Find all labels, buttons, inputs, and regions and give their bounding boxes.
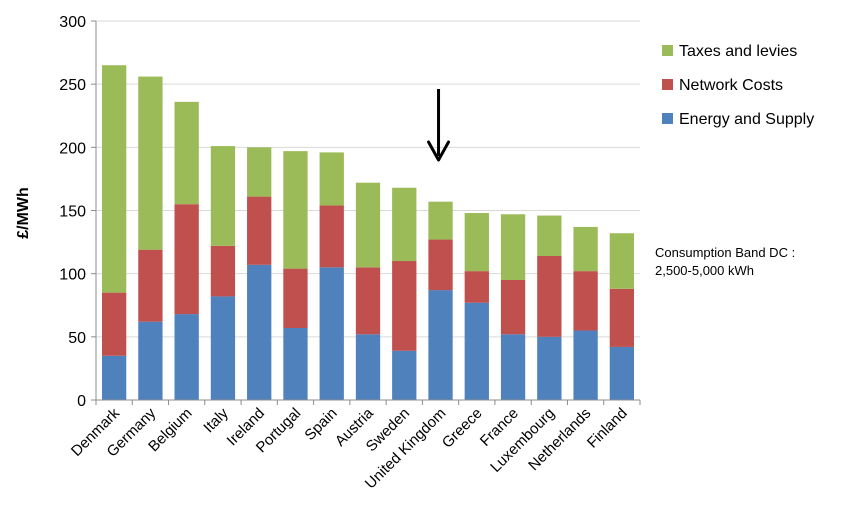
- bar-network-costs-italy: [210, 245, 236, 297]
- y-axis-ticks: 0 50 100 150 200 250 300: [59, 14, 96, 410]
- bar-network-costs-austria: [355, 267, 381, 335]
- bar-network-costs-greece: [464, 271, 489, 303]
- bar-network-costs-belgium: [174, 204, 199, 315]
- legend-label: Energy and Supply: [679, 111, 814, 128]
- bar-energy-and-supply-austria: [355, 334, 381, 400]
- legend-swatch: [662, 79, 673, 90]
- bar-taxes-and-levies-sweden: [392, 187, 417, 262]
- bar-taxes-and-levies-spain: [319, 152, 344, 206]
- bar-taxes-and-levies-germany: [138, 76, 163, 250]
- bar-energy-and-supply-ireland: [247, 264, 272, 400]
- bar-taxes-and-levies-italy: [210, 146, 236, 246]
- bar-taxes-and-levies-belgium: [174, 101, 199, 205]
- bar-energy-and-supply-spain: [319, 267, 344, 400]
- bar-energy-and-supply-united-kingdom: [428, 290, 453, 400]
- y-axis-label: £/MWh: [15, 187, 32, 239]
- bar-energy-and-supply-sweden: [392, 350, 417, 400]
- y-tick-label: 200: [59, 140, 86, 157]
- axes: [95, 21, 640, 401]
- y-tick-label: 300: [59, 14, 86, 31]
- bar-network-costs-united-kingdom: [428, 239, 453, 291]
- bar-network-costs-sweden: [392, 261, 417, 351]
- bar-network-costs-ireland: [247, 196, 272, 265]
- consumption-band-line2: 2,500-5,000 kWh: [655, 263, 754, 278]
- bar-network-costs-finland: [609, 288, 635, 347]
- legend-label: Taxes and levies: [679, 43, 797, 60]
- bar-energy-and-supply-belgium: [174, 314, 199, 400]
- bar-energy-and-supply-greece: [464, 302, 489, 400]
- bar-network-costs-denmark: [101, 292, 127, 356]
- y-tick-label: 150: [59, 204, 86, 221]
- bar-taxes-and-levies-finland: [609, 233, 635, 289]
- bar-energy-and-supply-portugal: [283, 327, 308, 400]
- y-tick-label: 0: [77, 393, 86, 410]
- bar-taxes-and-levies-denmark: [101, 65, 127, 293]
- legend-swatch: [662, 113, 673, 124]
- bar-network-costs-portugal: [283, 268, 308, 328]
- bar-network-costs-netherlands: [573, 271, 598, 331]
- bar-energy-and-supply-germany: [138, 321, 163, 400]
- x-tick-label: Greece: [439, 405, 486, 452]
- bar-taxes-and-levies-luxembourg: [537, 215, 562, 256]
- bars: [101, 65, 635, 400]
- bar-network-costs-france: [500, 279, 526, 335]
- bar-taxes-and-levies-ireland: [247, 147, 272, 197]
- bar-taxes-and-levies-portugal: [283, 151, 308, 269]
- bar-network-costs-luxembourg: [537, 255, 562, 337]
- bar-taxes-and-levies-netherlands: [573, 226, 598, 272]
- bar-taxes-and-levies-greece: [464, 213, 489, 272]
- y-tick-label: 50: [68, 330, 86, 347]
- bar-energy-and-supply-denmark: [101, 355, 127, 400]
- legend: Taxes and levies Network Costs Energy and …: [662, 43, 814, 128]
- legend-label: Network Costs: [679, 77, 783, 94]
- bar-network-costs-germany: [138, 249, 163, 322]
- bar-energy-and-supply-france: [500, 334, 526, 400]
- bar-energy-and-supply-netherlands: [573, 330, 598, 400]
- x-tick-label: Finland: [584, 405, 631, 452]
- arrow-head: [427, 140, 451, 162]
- bar-taxes-and-levies-austria: [355, 182, 381, 268]
- bar-energy-and-supply-finland: [609, 346, 635, 400]
- bar-energy-and-supply-italy: [210, 296, 236, 400]
- legend-swatch: [662, 45, 673, 56]
- annotation: Consumption Band DC : 2,500-5,000 kWh: [427, 89, 795, 278]
- bar-network-costs-spain: [319, 205, 344, 268]
- y-tick-label: 100: [59, 267, 86, 284]
- bar-energy-and-supply-luxembourg: [537, 336, 562, 400]
- down-arrow-icon: [427, 89, 451, 162]
- x-tick-label: Italy: [200, 404, 232, 436]
- bar-taxes-and-levies-france: [500, 214, 526, 280]
- y-tick-label: 250: [59, 77, 86, 94]
- bar-taxes-and-levies-united-kingdom: [428, 201, 453, 240]
- consumption-band-line1: Consumption Band DC :: [655, 245, 795, 260]
